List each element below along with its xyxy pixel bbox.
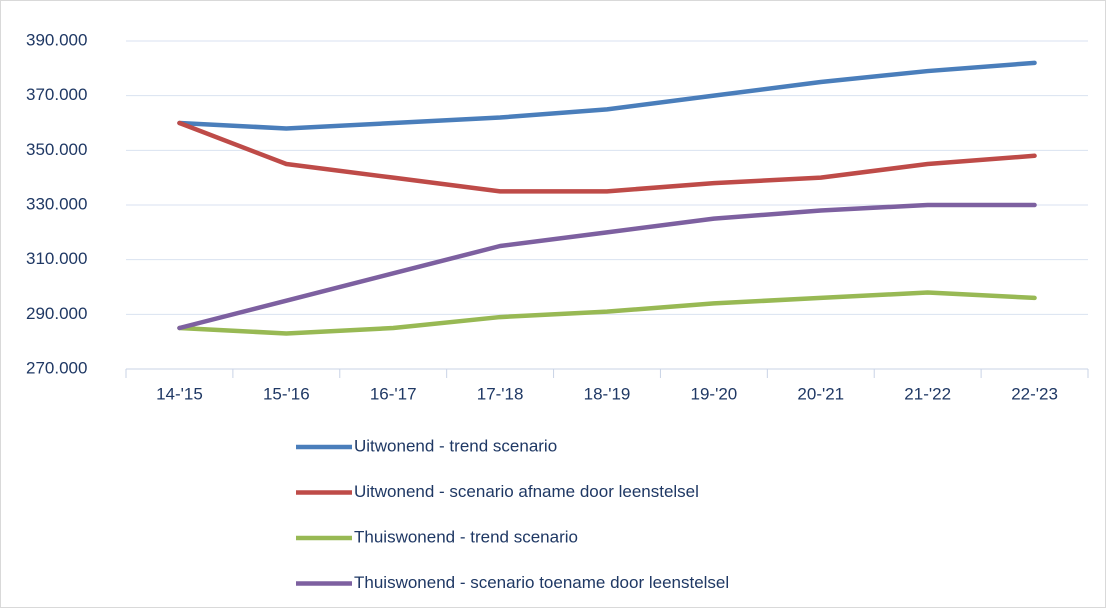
x-tick-label: 19-'20 [691,384,738,403]
legend-label: Uitwonend - trend scenario [354,436,557,455]
legend-label: Thuiswonend - trend scenario [354,527,578,546]
legend-label: Uitwonend - scenario afname door leenste… [354,482,699,501]
series-line [177,202,1037,331]
y-tick-label: 370.000 [26,85,87,104]
y-tick-label: 330.000 [26,194,87,213]
legend-label: Thuiswonend - scenario toename door leen… [354,573,729,592]
series-line [177,60,1037,131]
x-tick-label: 21-'22 [904,384,951,403]
series-line [177,290,1037,336]
x-tick-label: 20-'21 [797,384,844,403]
y-tick-label: 310.000 [26,249,87,268]
x-tick-label: 18-'19 [584,384,631,403]
x-tick-label: 14-'15 [156,384,203,403]
x-tick-label: 17-'18 [477,384,524,403]
series-line [177,120,1037,194]
y-tick-label: 270.000 [26,358,87,377]
y-tick-label: 350.000 [26,140,87,159]
x-tick-label: 16-'17 [370,384,417,403]
y-tick-label: 390.000 [26,30,87,49]
y-tick-label: 290.000 [26,304,87,323]
x-tick-label: 15-'16 [263,384,310,403]
x-tick-label: 22-'23 [1011,384,1058,403]
